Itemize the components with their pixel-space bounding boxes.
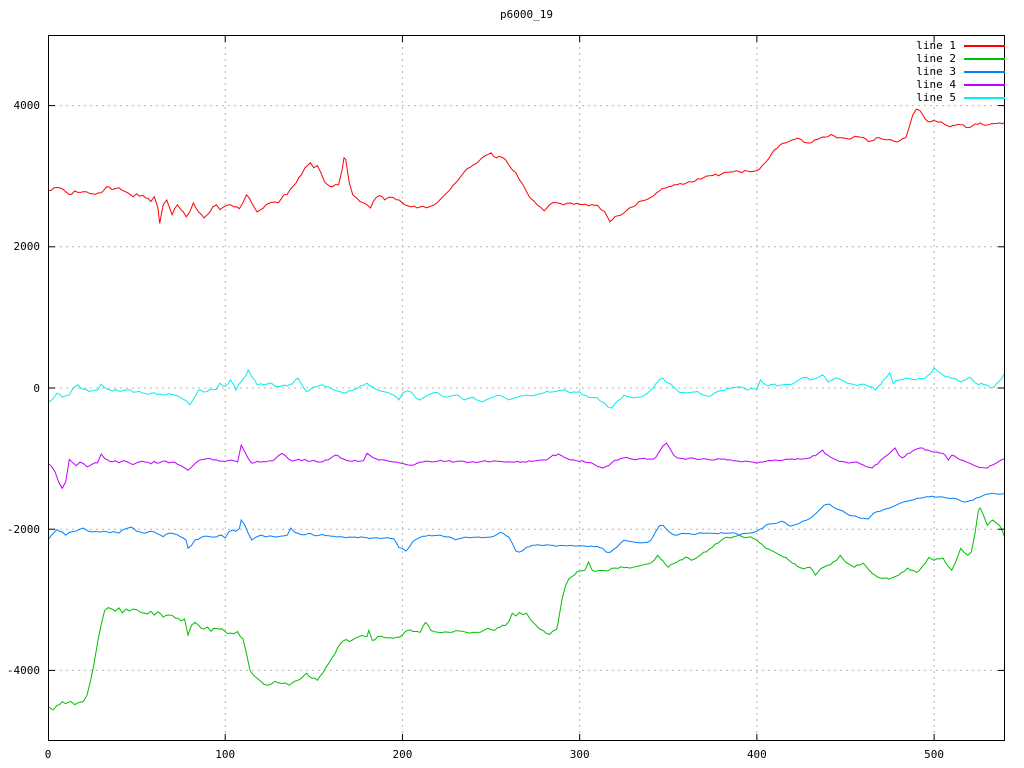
chart-title: p6000_19 [500, 8, 553, 21]
series-line-2 [48, 507, 1005, 711]
x-tick-label: 400 [746, 748, 767, 761]
y-tick-label: -2000 [6, 522, 40, 536]
legend-line-sample [964, 83, 1005, 86]
legend-label: line 3 [916, 65, 956, 78]
series-line-4 [48, 442, 1005, 490]
x-tick-label: 0 [44, 748, 52, 761]
plot-area [48, 35, 1005, 741]
legend-row-2: line 2 [916, 52, 1005, 65]
legend-label: line 1 [916, 39, 956, 52]
legend-line-sample [964, 96, 1005, 99]
legend-label: line 2 [916, 52, 956, 65]
legend-line-sample [964, 57, 1005, 60]
x-tick-label: 100 [215, 748, 236, 761]
legend-row-4: line 4 [916, 78, 1005, 91]
series-line-5 [48, 367, 1005, 409]
legend-label: line 5 [916, 91, 956, 104]
x-tick-label: 500 [924, 748, 945, 761]
legend-label: line 4 [916, 78, 956, 91]
y-tick-label: 4000 [13, 99, 41, 113]
plot-svg [48, 35, 1005, 741]
legend-line-sample [964, 70, 1005, 73]
y-tick-label: -4000 [6, 663, 40, 677]
x-tick-label: 300 [569, 748, 590, 761]
legend: line 1 line 2 line 3 line 4 line 5 [916, 39, 1005, 104]
legend-line-sample [964, 44, 1005, 47]
x-tick-label: 200 [392, 748, 413, 761]
legend-row-1: line 1 [916, 39, 1005, 52]
legend-row-5: line 5 [916, 91, 1005, 104]
y-tick-label: 2000 [13, 240, 41, 254]
series-line-3 [48, 492, 1005, 554]
series-line-1 [48, 108, 1005, 224]
legend-row-3: line 3 [916, 65, 1005, 78]
y-tick-label: 0 [33, 381, 40, 395]
plot-border [48, 35, 1005, 741]
